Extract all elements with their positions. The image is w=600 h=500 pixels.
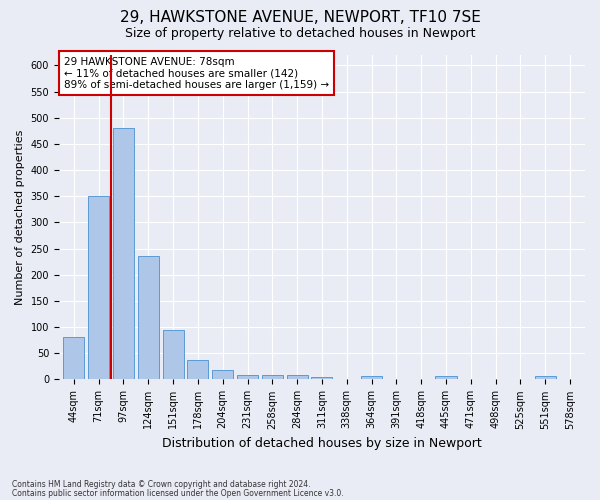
Bar [311, 377, 332, 380]
Bar [113, 128, 134, 380]
Text: Contains public sector information licensed under the Open Government Licence v3: Contains public sector information licen… [12, 488, 344, 498]
Bar [237, 376, 258, 380]
Bar [63, 336, 85, 380]
Bar [287, 374, 308, 380]
X-axis label: Distribution of detached houses by size in Newport: Distribution of detached houses by size … [162, 437, 482, 450]
Bar [163, 330, 184, 380]
Text: Contains HM Land Registry data © Crown copyright and database right 2024.: Contains HM Land Registry data © Crown c… [12, 480, 311, 489]
Text: 29, HAWKSTONE AVENUE, NEWPORT, TF10 7SE: 29, HAWKSTONE AVENUE, NEWPORT, TF10 7SE [119, 10, 481, 25]
Bar [436, 376, 457, 380]
Bar [187, 360, 208, 380]
Text: 29 HAWKSTONE AVENUE: 78sqm
← 11% of detached houses are smaller (142)
89% of sem: 29 HAWKSTONE AVENUE: 78sqm ← 11% of deta… [64, 56, 329, 90]
Bar [535, 376, 556, 380]
Bar [361, 376, 382, 380]
Y-axis label: Number of detached properties: Number of detached properties [15, 130, 25, 305]
Text: Size of property relative to detached houses in Newport: Size of property relative to detached ho… [125, 28, 475, 40]
Bar [88, 196, 109, 380]
Bar [262, 374, 283, 380]
Bar [212, 370, 233, 380]
Bar [137, 256, 159, 380]
